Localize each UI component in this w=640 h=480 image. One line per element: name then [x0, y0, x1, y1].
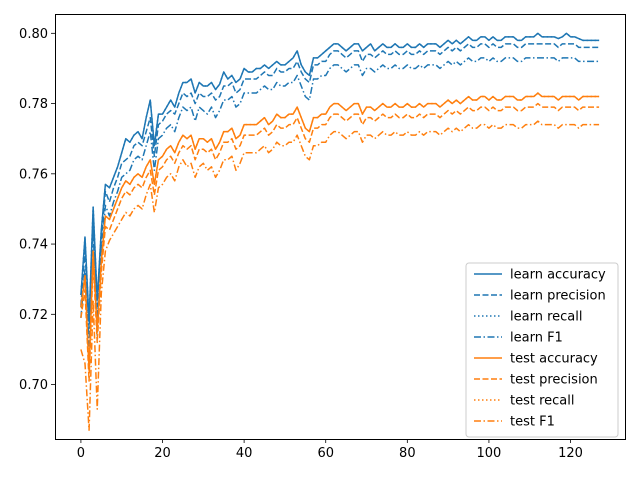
series-line-learn-precision [80, 43, 600, 330]
x-tick-label: 100 [477, 446, 502, 461]
legend-label: test accuracy [510, 352, 598, 367]
y-tick-label: 0.80 [19, 27, 48, 42]
legend-label: learn accuracy [510, 268, 606, 283]
series-line-test-F1 [80, 120, 600, 431]
x-tick-label: 80 [399, 446, 416, 461]
legend-label: learn recall [510, 310, 582, 325]
series-line-learn-recall [80, 32, 600, 323]
x-axis: 0 20 40 60 80 100 120 [77, 439, 583, 461]
x-tick-label: 0 [77, 446, 85, 461]
y-tick-label: 0.72 [19, 308, 48, 323]
legend: learn accuracy learn precision learn recal… [465, 262, 619, 438]
legend-label: learn F1 [510, 331, 563, 346]
y-tick-label: 0.74 [19, 238, 48, 253]
legend-label: test precision [510, 373, 598, 388]
legend-label: test F1 [510, 415, 555, 430]
series-line-test-precision [80, 102, 600, 382]
x-tick-label: 20 [154, 446, 171, 461]
legend-label: learn precision [510, 289, 606, 304]
x-tick-label: 60 [317, 446, 334, 461]
y-axis: 0.70 0.72 0.74 0.76 0.78 0.80 [19, 27, 55, 393]
y-tick-label: 0.70 [19, 378, 48, 393]
plot-area-frame [55, 14, 626, 440]
y-tick-label: 0.76 [19, 167, 48, 182]
x-tick-label: 40 [236, 446, 253, 461]
series-line-test-accuracy [80, 92, 600, 372]
series-layer [80, 32, 600, 431]
legend-box [465, 262, 619, 438]
series-line-learn-F1 [80, 57, 600, 347]
x-tick-label: 120 [558, 446, 583, 461]
legend-label: test recall [510, 394, 575, 409]
y-tick-label: 0.78 [19, 97, 48, 112]
